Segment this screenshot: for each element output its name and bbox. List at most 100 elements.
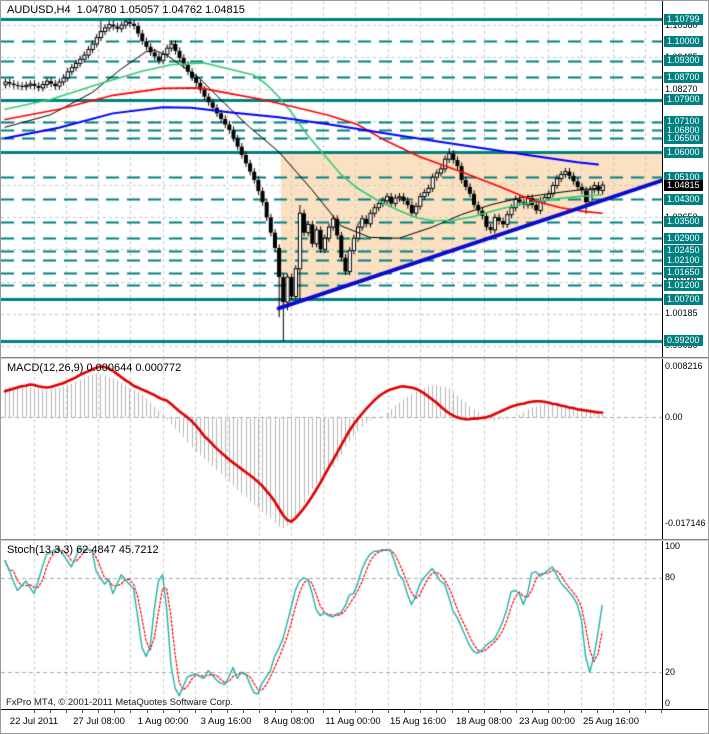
time-axis-label: 3 Aug 16:00 bbox=[200, 716, 252, 727]
price-level-badge: 1.02450 bbox=[664, 245, 703, 256]
price-level-badge: 0.99200 bbox=[664, 335, 703, 346]
time-axis[interactable]: 22 Jul 2011 27 Jul 08:00 1 Aug 00:00 3 Aug … bbox=[1, 709, 708, 733]
price-level-badge: 1.06500 bbox=[664, 133, 703, 144]
time-tick bbox=[114, 710, 115, 713]
time-tick bbox=[468, 710, 469, 713]
time-tick bbox=[275, 710, 276, 713]
time-tick bbox=[259, 710, 260, 713]
price-level-badge: 1.02900 bbox=[664, 233, 703, 244]
price-level-badge: 1.07100 bbox=[664, 116, 703, 127]
stoch-title: Stoch(13,3,3) 62.4847 45.7212 bbox=[7, 544, 159, 556]
stochastic-canvas[interactable] bbox=[1, 541, 662, 709]
time-tick bbox=[82, 710, 83, 713]
time-tick bbox=[66, 710, 67, 713]
price-level-badge: 1.10000 bbox=[664, 36, 703, 47]
main-price-chart[interactable]: AUDUSD,H4 1.04780 1.05057 1.04762 1.0481… bbox=[1, 1, 663, 357]
time-tick bbox=[147, 710, 148, 713]
time-axis-label: 1 Aug 00:00 bbox=[137, 716, 189, 727]
price-level-badge: 1.07900 bbox=[664, 94, 703, 105]
time-tick bbox=[339, 710, 340, 713]
time-tick bbox=[307, 710, 308, 713]
price-grid-label: 1.10580 bbox=[665, 20, 698, 30]
time-tick bbox=[645, 710, 646, 713]
macd-scale-label: -0.017146 bbox=[665, 518, 706, 528]
candlestick-canvas[interactable] bbox=[1, 1, 662, 357]
stoch-scale-label: 0 bbox=[665, 698, 671, 708]
current-price-badge: 1.04815 bbox=[664, 180, 703, 191]
price-level-badge: 1.01200 bbox=[664, 280, 703, 291]
price-axis[interactable]: 1.105801.094251.082701.071151.059601.048… bbox=[663, 1, 708, 357]
time-axis-label: 11 Aug 00:00 bbox=[325, 716, 381, 727]
stochastic-panel[interactable]: Stoch(13,3,3) 62.4847 45.7212 FxPro MT4,… bbox=[1, 541, 663, 709]
price-level-badge: 1.00700 bbox=[664, 294, 703, 305]
time-tick bbox=[613, 710, 614, 713]
time-tick bbox=[500, 710, 501, 713]
price-level-badge: 1.04300 bbox=[664, 194, 703, 205]
macd-scale-label: 0.00 bbox=[665, 412, 683, 422]
time-axis-label: 22 Jul 2011 bbox=[9, 716, 59, 727]
macd-axis[interactable]: 0.008216 0.00 -0.017146 bbox=[663, 359, 708, 539]
time-tick bbox=[130, 710, 131, 713]
time-tick bbox=[372, 710, 373, 713]
price-level-badge: 1.08700 bbox=[664, 72, 703, 83]
time-tick bbox=[436, 710, 437, 713]
time-tick bbox=[597, 710, 598, 713]
time-tick bbox=[516, 710, 517, 713]
time-tick bbox=[452, 710, 453, 713]
time-axis-label: 8 Aug 08:00 bbox=[263, 716, 315, 727]
time-tick bbox=[388, 710, 389, 713]
time-axis-label: 27 Jul 08:00 bbox=[73, 716, 125, 727]
stoch-scale-label: 20 bbox=[665, 667, 676, 677]
price-level-badge: 1.02100 bbox=[664, 255, 703, 266]
time-axis-label: 18 Aug 08:00 bbox=[456, 716, 512, 727]
time-tick bbox=[163, 710, 164, 713]
price-level-badge: 1.09300 bbox=[664, 55, 703, 66]
time-tick bbox=[661, 710, 662, 713]
price-level-badge: 1.01650 bbox=[664, 267, 703, 278]
price-level-badge: 1.06000 bbox=[664, 147, 703, 158]
time-tick bbox=[227, 710, 228, 713]
symbol-title: AUDUSD,H4 1.04780 1.05057 1.04762 1.0481… bbox=[7, 4, 245, 16]
main-panel-row: AUDUSD,H4 1.04780 1.05057 1.04762 1.0481… bbox=[1, 1, 708, 357]
price-grid-label: 1.08270 bbox=[665, 84, 698, 94]
macd-scale-label: 0.008216 bbox=[665, 361, 703, 371]
time-tick bbox=[355, 710, 356, 713]
time-tick bbox=[404, 710, 405, 713]
time-tick bbox=[34, 710, 35, 713]
panel-splitter[interactable] bbox=[1, 357, 708, 359]
time-tick bbox=[179, 710, 180, 713]
time-tick bbox=[50, 710, 51, 713]
time-tick bbox=[532, 710, 533, 713]
time-tick bbox=[581, 710, 582, 713]
price-grid-label: 1.00185 bbox=[665, 308, 698, 318]
time-axis-label: 25 Aug 16:00 bbox=[583, 716, 639, 727]
time-tick bbox=[211, 710, 212, 713]
price-level-badge: 1.05100 bbox=[664, 172, 703, 183]
time-tick bbox=[323, 710, 324, 713]
time-axis-label: 23 Aug 00:00 bbox=[519, 716, 575, 727]
panel-splitter[interactable] bbox=[1, 539, 708, 541]
stoch-scale-label: 100 bbox=[665, 541, 681, 551]
macd-panel[interactable]: MACD(12,26,9) 0.000644 0.000772 bbox=[1, 359, 663, 539]
time-tick bbox=[420, 710, 421, 713]
broker-copyright: FxPro MT4, © 2001-2011 MetaQuotes Softwa… bbox=[6, 697, 234, 708]
time-tick bbox=[484, 710, 485, 713]
time-tick bbox=[564, 710, 565, 713]
macd-canvas[interactable] bbox=[1, 359, 662, 539]
macd-panel-row: MACD(12,26,9) 0.000644 0.000772 0.008216… bbox=[1, 359, 708, 539]
macd-title: MACD(12,26,9) 0.000644 0.000772 bbox=[7, 362, 182, 374]
stoch-scale-label: 80 bbox=[665, 572, 676, 582]
stoch-panel-row: Stoch(13,3,3) 62.4847 45.7212 FxPro MT4,… bbox=[1, 541, 708, 709]
time-tick bbox=[291, 710, 292, 713]
time-tick bbox=[98, 710, 99, 713]
time-tick bbox=[548, 710, 549, 713]
time-tick bbox=[243, 710, 244, 713]
price-level-badge: 1.10799 bbox=[664, 14, 703, 25]
price-level-badge: 1.03500 bbox=[664, 216, 703, 227]
time-axis-label: 15 Aug 16:00 bbox=[390, 716, 446, 727]
price-level-badge: 1.06800 bbox=[664, 125, 703, 136]
time-tick bbox=[195, 710, 196, 713]
stochastic-axis[interactable]: 100 80 20 0 bbox=[663, 541, 708, 709]
time-tick bbox=[629, 710, 630, 713]
